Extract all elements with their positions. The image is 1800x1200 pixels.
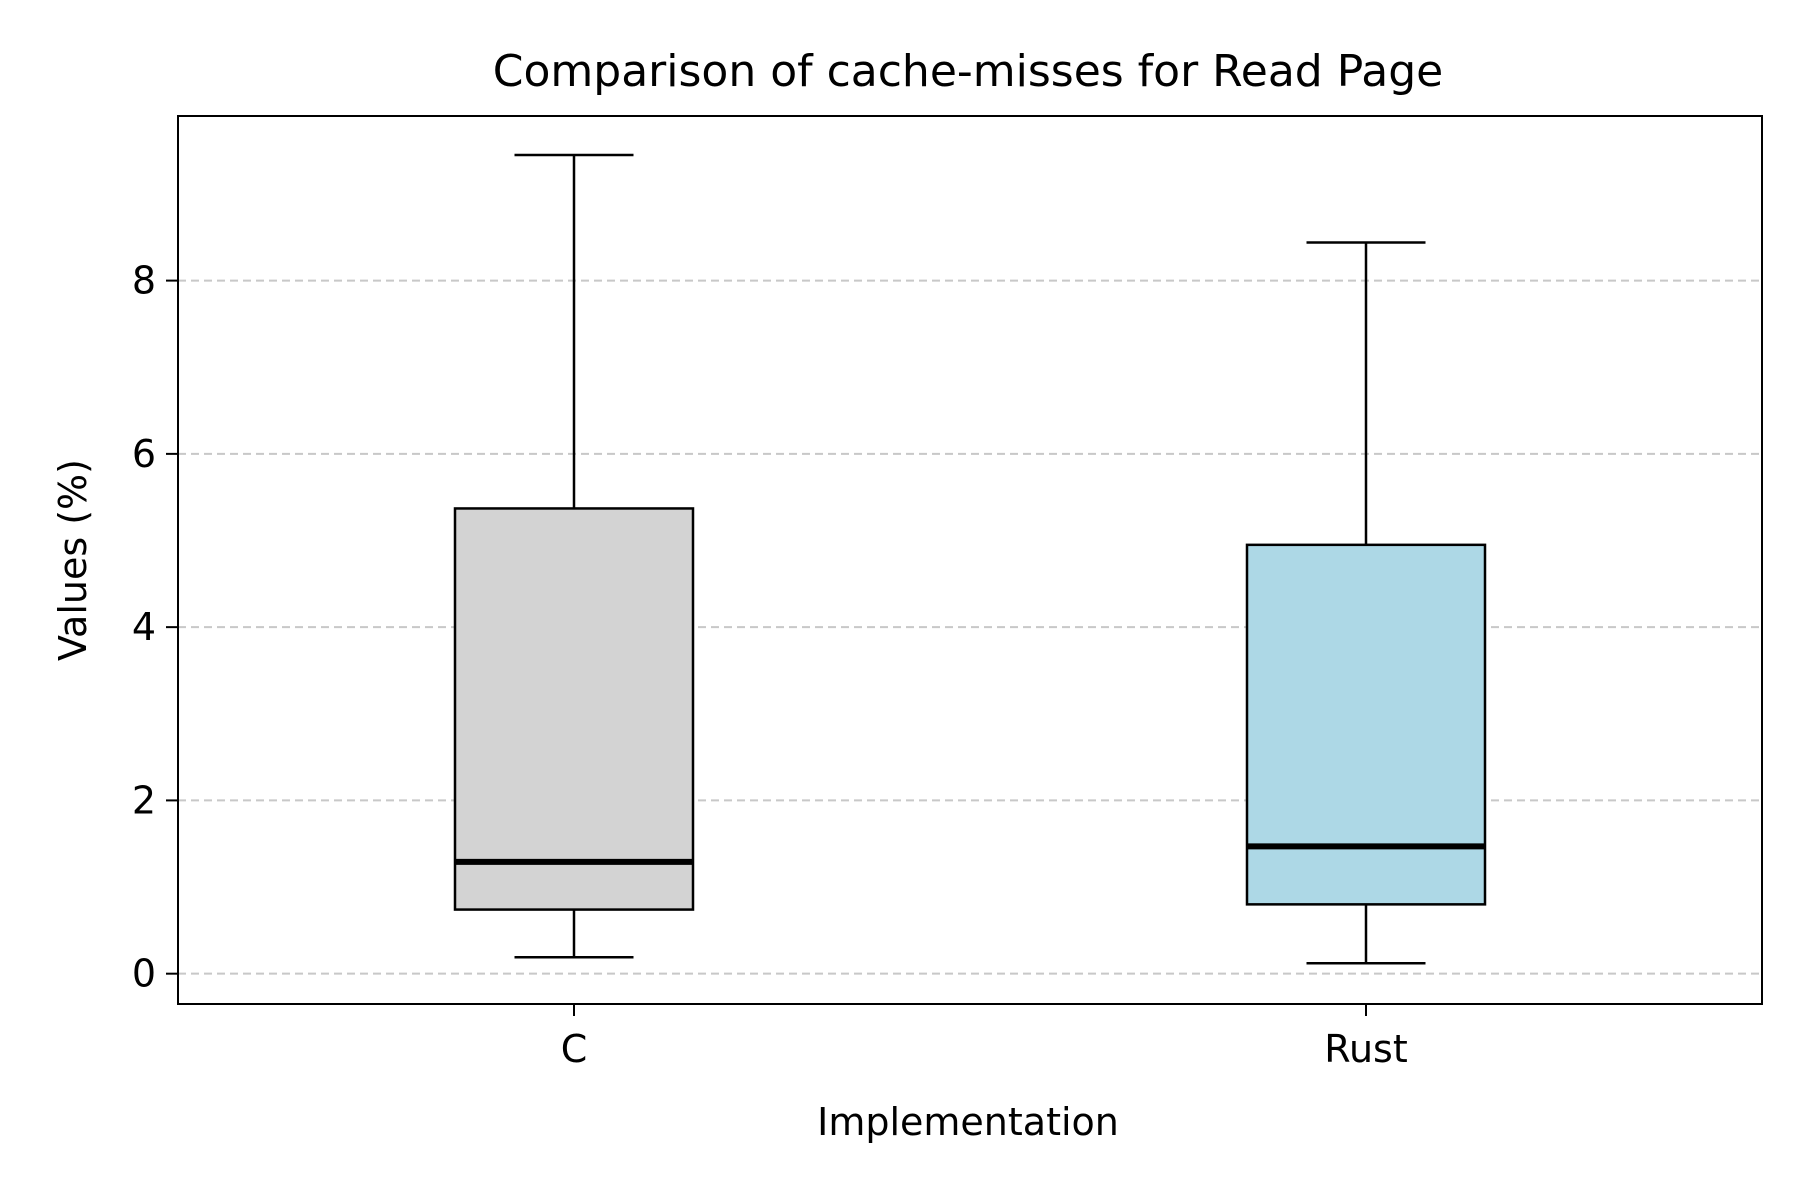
y-tick-label: 6 (132, 432, 156, 476)
iqr-box (1245, 543, 1487, 906)
boxes-layer (453, 153, 1487, 965)
chart-title: Comparison of cache-misses for Read Page (493, 46, 1443, 97)
y-tick-label: 0 (132, 952, 156, 996)
y-axis-label: Values (%) (51, 459, 95, 661)
x-tick-label-rust: Rust (1324, 1027, 1407, 1071)
y-tick-label: 2 (132, 778, 156, 822)
x-axis-label: Implementation (817, 1100, 1119, 1144)
plot-frame (177, 115, 1763, 1005)
x-tick-label-c: C (561, 1027, 588, 1071)
grid-lines (178, 279, 1762, 975)
box-c (453, 153, 695, 959)
y-tick-label: 4 (132, 605, 156, 649)
iqr-box (453, 507, 695, 911)
axes-layer: 0 2 4 6 8 C Rust (132, 259, 1408, 1071)
box-rust (1245, 241, 1487, 965)
y-tick-label: 8 (132, 259, 156, 303)
